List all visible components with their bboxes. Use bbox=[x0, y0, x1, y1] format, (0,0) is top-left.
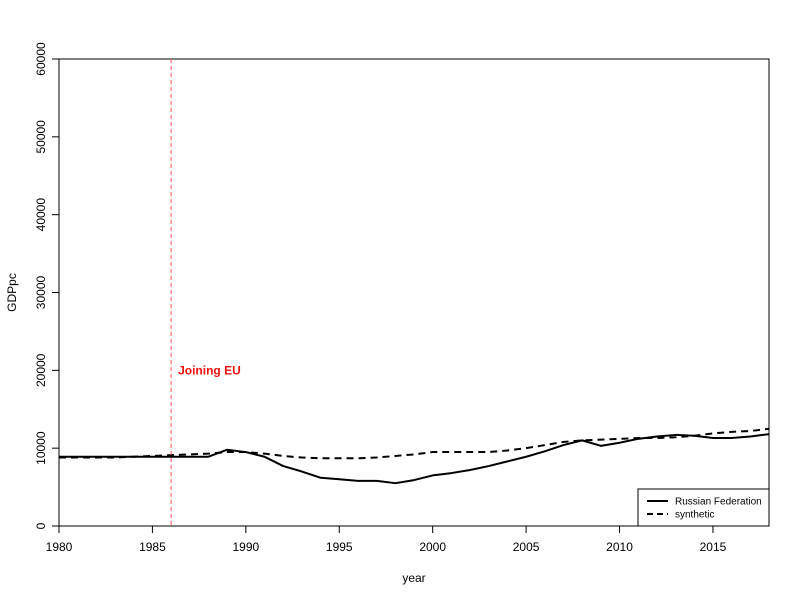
y-tick-label: 0 bbox=[34, 522, 48, 529]
y-tick-label: 20000 bbox=[34, 353, 48, 387]
legend: Russian Federation synthetic bbox=[637, 488, 770, 527]
y-tick-label: 10000 bbox=[34, 431, 48, 465]
y-tick-label: 40000 bbox=[34, 198, 48, 232]
y-axis-label: GDPpc bbox=[5, 273, 19, 312]
series-layer bbox=[59, 427, 770, 485]
x-tick-label: 2005 bbox=[513, 540, 540, 554]
x-tick-label: 2000 bbox=[419, 540, 446, 554]
series-line-russian-federation bbox=[59, 433, 770, 485]
x-tick-label: 1990 bbox=[232, 540, 259, 554]
x-tick-label: 2010 bbox=[606, 540, 633, 554]
legend-entry: Russian Federation bbox=[675, 497, 762, 508]
x-tick-label: 1985 bbox=[139, 540, 166, 554]
annotation-layer: Joining EU bbox=[170, 59, 241, 526]
x-tick-label: 2015 bbox=[700, 540, 727, 554]
x-tick-label: 1995 bbox=[326, 540, 353, 554]
joining-eu-label: Joining EU bbox=[178, 363, 241, 377]
y-tick-label: 60000 bbox=[34, 42, 48, 76]
x-axis-label: year bbox=[402, 571, 425, 585]
y-tick-label: 30000 bbox=[34, 275, 48, 309]
series-line-synthetic bbox=[59, 427, 770, 460]
x-axis: 1980 1985 1990 1995 2000 2005 2010 2015 bbox=[46, 525, 727, 554]
legend-entry: synthetic bbox=[675, 510, 714, 521]
legend-box bbox=[637, 488, 770, 527]
x-tick-label: 1980 bbox=[46, 540, 73, 554]
y-axis: 0 10000 20000 30000 40000 50000 60000 bbox=[34, 42, 60, 529]
y-tick-label: 50000 bbox=[34, 120, 48, 154]
